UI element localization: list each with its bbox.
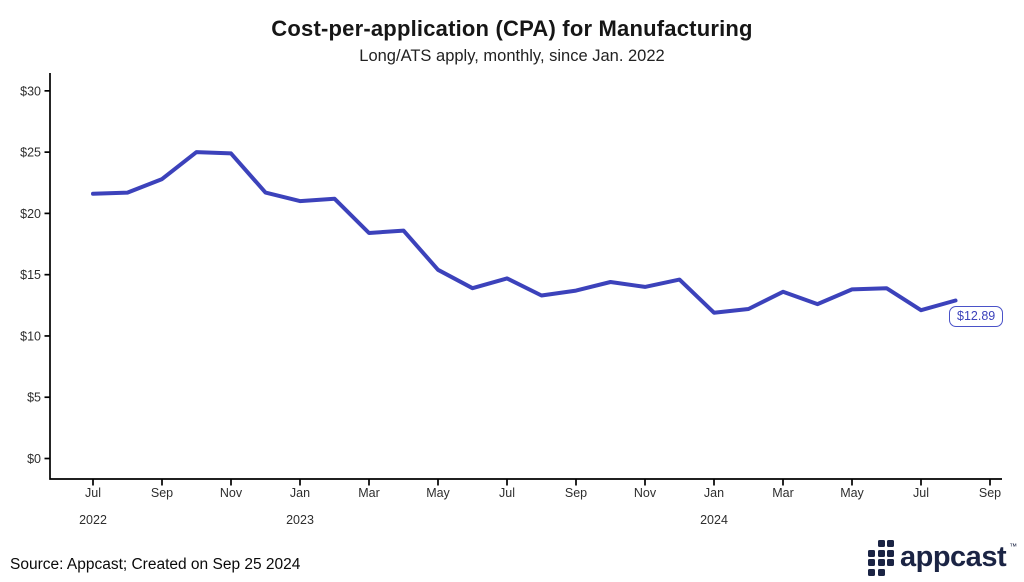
year-label: 2022 bbox=[79, 513, 107, 527]
x-tick-label: Mar bbox=[772, 486, 794, 500]
x-tick-label: Jul bbox=[85, 486, 101, 500]
x-tick-label: Nov bbox=[634, 486, 657, 500]
y-tick-label: $0 bbox=[27, 452, 41, 466]
x-tick-label: Jul bbox=[913, 486, 929, 500]
chart-title: Cost-per-application (CPA) for Manufactu… bbox=[271, 16, 753, 41]
x-tick-label: Mar bbox=[358, 486, 380, 500]
y-tick-label: $20 bbox=[20, 207, 41, 221]
axis-spine bbox=[49, 73, 1002, 480]
x-tick-label: Sep bbox=[151, 486, 173, 500]
y-tick-label: $15 bbox=[20, 268, 41, 282]
x-tick-label: May bbox=[426, 486, 450, 500]
y-tick-label: $25 bbox=[20, 146, 41, 160]
year-label: 2023 bbox=[286, 513, 314, 527]
x-tick-label: May bbox=[840, 486, 864, 500]
appcast-logo-icon bbox=[868, 540, 894, 576]
y-tick-label: $5 bbox=[27, 391, 41, 405]
y-tick-label: $30 bbox=[20, 84, 41, 98]
x-tick-label: Nov bbox=[220, 486, 243, 500]
x-tick-label: Sep bbox=[979, 486, 1001, 500]
cpa-line-series bbox=[91, 150, 958, 315]
x-tick-label: Sep bbox=[565, 486, 587, 500]
x-tick-label: Jul bbox=[499, 486, 515, 500]
year-label: 2024 bbox=[700, 513, 728, 527]
y-tick-label: $10 bbox=[20, 329, 41, 343]
appcast-logo-text: appcast bbox=[900, 541, 1007, 574]
x-tick-label: Jan bbox=[290, 486, 310, 500]
appcast-logo: appcast ™ bbox=[868, 540, 1017, 576]
x-tick-label: Jan bbox=[704, 486, 724, 500]
last-value-label: $12.89 bbox=[949, 306, 1004, 327]
trademark-symbol: ™ bbox=[1009, 542, 1018, 551]
chart-subtitle: Long/ATS apply, monthly, since Jan. 2022 bbox=[359, 47, 665, 65]
source-note: Source: Appcast; Created on Sep 25 2024 bbox=[10, 556, 301, 573]
